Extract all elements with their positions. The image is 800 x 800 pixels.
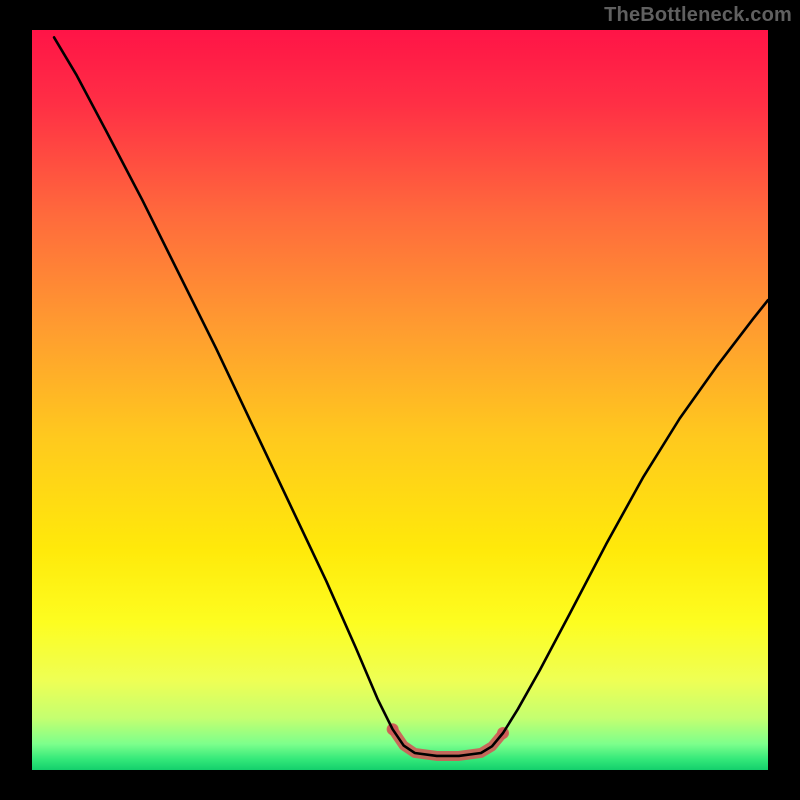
- watermark-text: TheBottleneck.com: [604, 4, 792, 27]
- gradient-background: [32, 30, 768, 770]
- bottleneck-chart: TheBottleneck.com: [0, 0, 800, 800]
- chart-plot-area: [32, 30, 768, 770]
